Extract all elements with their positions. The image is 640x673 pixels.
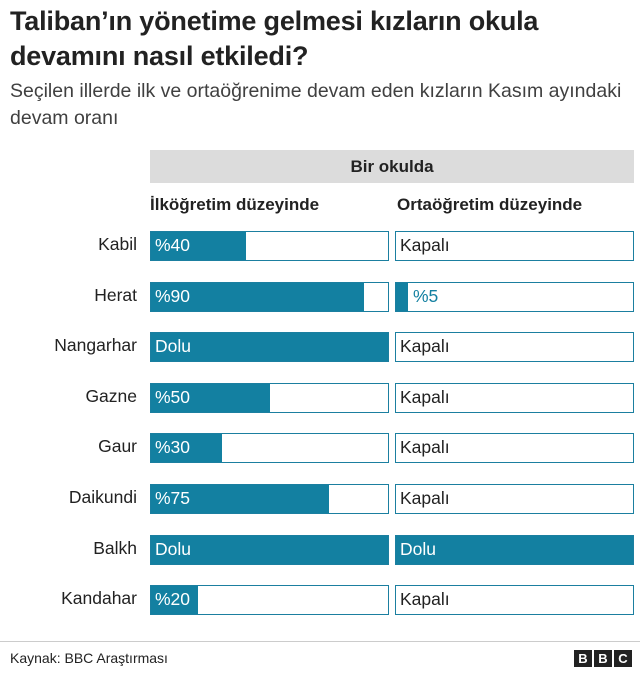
row-label: Gazne [85, 386, 137, 406]
bar-cell-secondary: Dolu [395, 535, 634, 565]
bar-cell-secondary: Kapalı [395, 484, 634, 514]
bar-cell-secondary: Kapalı [395, 332, 634, 362]
row-label: Daikundi [68, 487, 137, 507]
bar-value-label: Dolu [155, 336, 191, 356]
bbc-logo-letter: C [614, 650, 632, 667]
row-label: Nangarhar [54, 335, 137, 355]
bar-fill [396, 283, 408, 311]
bar-value-label: Kapalı [400, 437, 450, 457]
bar-fill [396, 536, 633, 564]
bar-fill [151, 586, 199, 614]
bar-value-label: %90 [155, 286, 191, 306]
row-label: Balkh [93, 538, 137, 558]
bar-cell-primary: %75 [150, 484, 389, 514]
bar-value-label: Kapalı [400, 336, 450, 356]
row-label: Kandahar [61, 588, 137, 608]
row-label: Kabil [98, 234, 137, 254]
bar-cell-primary: %20 [150, 585, 389, 615]
bar-cell-secondary: Kapalı [395, 433, 634, 463]
bar-fill [151, 283, 365, 311]
bar-value-label: %50 [155, 387, 191, 407]
bar-value-label: %20 [155, 589, 191, 609]
bar-value-label: Dolu [155, 539, 191, 559]
group-header: Bir okulda [150, 150, 634, 183]
bbc-logo-letter: B [574, 650, 592, 667]
bar-fill [151, 536, 388, 564]
bar-cell-secondary: Kapalı [395, 585, 634, 615]
bar-cell-primary: %30 [150, 433, 389, 463]
bar-cell-secondary: %5 [395, 282, 634, 312]
bbc-logo: B B C [574, 650, 632, 667]
bar-value-label: %75 [155, 488, 191, 508]
footer-divider [0, 641, 640, 642]
bar-cell-primary: %40 [150, 231, 389, 261]
chart-title: Taliban’ın yönetime gelmesi kızların oku… [10, 6, 539, 71]
bar-fill [151, 384, 270, 412]
bar-fill [151, 232, 246, 260]
bar-value-label: Kapalı [400, 589, 450, 609]
bar-cell-primary: %90 [150, 282, 389, 312]
bar-cell-primary: Dolu [150, 332, 389, 362]
bar-cell-primary: Dolu [150, 535, 389, 565]
bar-fill [151, 485, 329, 513]
column-header-secondary: Ortaöğretim düzeyinde [397, 195, 583, 214]
bar-cell-secondary: Kapalı [395, 383, 634, 413]
bar-fill [151, 333, 388, 361]
row-label: Herat [94, 285, 137, 305]
bar-value-label: %30 [155, 437, 191, 457]
bar-value-label: %40 [155, 235, 191, 255]
bar-value-label: Kapalı [400, 488, 450, 508]
bbc-logo-letter: B [594, 650, 612, 667]
bar-value-label: Kapalı [400, 235, 450, 255]
bar-value-label: %5 [413, 286, 439, 306]
chart-subtitle: Seçilen illerde ilk ve ortaöğrenime deva… [10, 80, 622, 129]
bar-cell-primary: %50 [150, 383, 389, 413]
source-note: Kaynak: BBC Araştırması [10, 650, 168, 666]
column-header-primary: İlköğretim düzeyinde [150, 195, 320, 214]
row-label: Gaur [98, 436, 137, 456]
bar-value-label: Kapalı [400, 387, 450, 407]
bar-fill [151, 434, 223, 462]
bar-cell-secondary: Kapalı [395, 231, 634, 261]
bar-value-label: Dolu [400, 539, 436, 559]
